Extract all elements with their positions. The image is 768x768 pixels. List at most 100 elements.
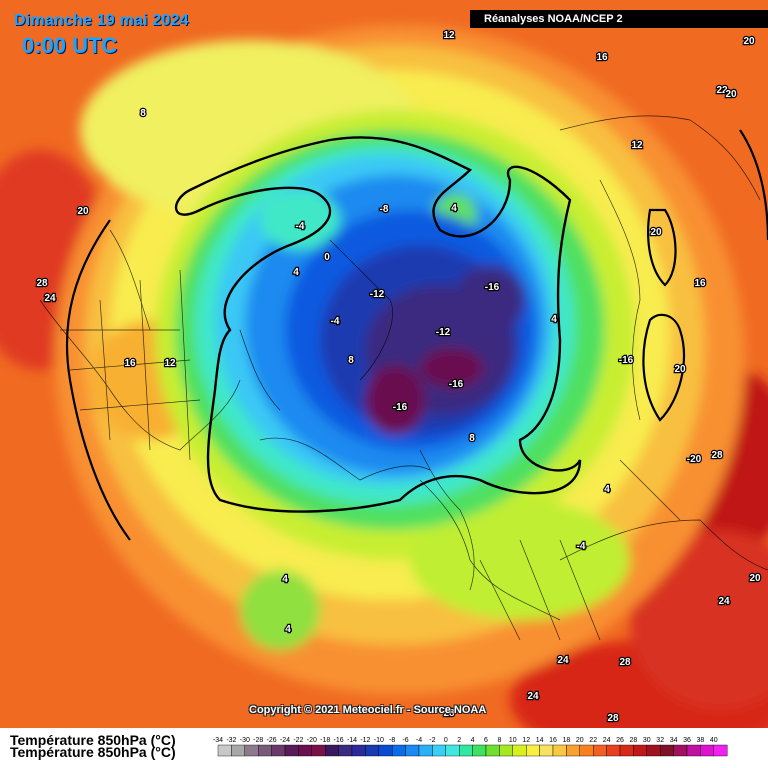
date-label: Dimanche 19 mai 2024	[14, 12, 189, 29]
isotherm-label: 4	[282, 574, 288, 585]
isotherm-label: 28	[619, 657, 631, 668]
isotherm-label: 24	[557, 655, 569, 666]
isotherm-label: 20	[77, 206, 89, 217]
copyright-text: Copyright © 2021 Meteociel.fr - Source N…	[249, 704, 487, 716]
legend-swatch	[606, 744, 621, 757]
legend-swatch	[499, 744, 513, 757]
legend-swatch	[217, 744, 232, 757]
isotherm-label: 20	[725, 89, 737, 100]
legend-tick-label: 32	[656, 737, 664, 744]
legend-tick-label: -30	[240, 737, 250, 744]
legend-tick-label: 0	[444, 737, 448, 744]
legend-swatch	[392, 744, 406, 757]
legend-tick-label: -10	[374, 737, 384, 744]
legend-swatch	[673, 744, 688, 757]
legend-swatch	[552, 744, 567, 757]
legend-tick-label: 26	[616, 737, 624, 744]
legend-swatch	[298, 744, 312, 757]
legend-title: Température 850hPa (°C)	[10, 732, 176, 748]
isotherm-label: 12	[631, 140, 643, 151]
isotherm-label: 22	[716, 85, 728, 96]
isotherm-label: 20	[650, 227, 662, 238]
legend-swatch	[311, 744, 326, 757]
legend-tick-label: 8	[497, 737, 501, 744]
legend-swatch	[686, 744, 701, 757]
isotherm-label: -16	[393, 402, 408, 413]
isotherm-label: 24	[527, 691, 539, 702]
legend-tick-label: 34	[670, 737, 678, 744]
legend-title-repeat: Température 850hPa (°C)	[10, 744, 176, 760]
legend-swatch	[378, 744, 393, 757]
legend-swatch	[258, 744, 272, 757]
isotherm-label: -20	[687, 454, 702, 465]
temperature-field	[0, 25, 768, 728]
isotherm-label: 4	[285, 624, 291, 635]
legend-tick-label: 18	[563, 737, 571, 744]
legend-tick-label: -4	[416, 737, 422, 744]
time-label: 0:00 UTC	[22, 33, 118, 58]
legend-swatch	[646, 744, 661, 757]
legend-tick-label: 38	[697, 737, 705, 744]
legend-tick-label: 24	[603, 737, 611, 744]
legend-swatch	[365, 744, 379, 757]
legend-swatch	[418, 744, 433, 757]
legend-swatch	[271, 744, 286, 757]
legend-swatch	[338, 744, 353, 757]
isotherm-label: -8	[380, 204, 389, 215]
legend-swatch	[485, 744, 500, 757]
legend-swatch	[512, 744, 527, 757]
legend-tick-label: -28	[253, 737, 263, 744]
isotherm-label: 8	[348, 355, 354, 366]
legend-swatch	[619, 744, 634, 757]
legend-swatch	[351, 744, 366, 757]
legend-tick-label: -20	[307, 737, 317, 744]
legend-swatch	[700, 744, 715, 757]
isotherm-label: 28	[36, 278, 48, 289]
isotherm-label: 4	[551, 314, 557, 325]
legend-swatch	[284, 744, 299, 757]
legend-tick-label: -12	[360, 737, 370, 744]
temperature-map: 12 20 16 22 20 8 12 -8 4 20 -4 20 0 4 28 16 -12 -16 24 -4 4-…	[0, 0, 768, 728]
legend-tick-label: 10	[509, 737, 517, 744]
isotherm-label: 16	[694, 278, 706, 289]
legend-swatch	[713, 744, 728, 757]
legend-scale: -34 -32 -30 -28 -26 -24 -22 -20 -18 -16 -14 -12 -10-…	[213, 737, 728, 757]
legend-tick-label: 20	[576, 737, 584, 744]
legend-tick-label: 6	[484, 737, 488, 744]
legend-tick-label: 14	[536, 737, 544, 744]
isotherm-label: -4	[577, 541, 586, 552]
legend-swatch	[526, 744, 540, 757]
legend-tick-label: -14	[347, 737, 357, 744]
legend-swatch	[231, 744, 245, 757]
legend-tick-label: 2	[457, 737, 461, 744]
isotherm-label: -4	[296, 221, 305, 232]
legend-swatch	[472, 744, 487, 757]
isotherm-label: 4	[604, 484, 610, 495]
isotherm-label: 4	[451, 203, 457, 214]
legend-tick-label: -22	[293, 737, 303, 744]
legend-tick-label: 28	[630, 737, 638, 744]
legend-swatch	[459, 744, 473, 757]
legend-swatch	[244, 744, 259, 757]
isotherm-label: 4	[293, 267, 299, 278]
legend-tick-label: 16	[549, 737, 557, 744]
isotherm-label: -4	[331, 316, 340, 327]
legend-tick-label: 30	[643, 737, 651, 744]
legend-tick-label: -24	[280, 737, 290, 744]
legend-swatch	[593, 744, 607, 757]
legend-swatch	[432, 744, 446, 757]
legend-swatch	[579, 744, 594, 757]
source-badge: Réanalyses NOAA/NCEP 2	[470, 10, 768, 28]
legend-swatch	[660, 744, 674, 757]
legend-tick-label: -18	[320, 737, 330, 744]
legend-tick-label: 4	[471, 737, 475, 744]
isotherm-label: -16	[449, 379, 464, 390]
isotherm-label: 8	[140, 108, 146, 119]
legend-tick-label: -16	[334, 737, 344, 744]
legend-swatch	[445, 744, 460, 757]
isotherm-label: -16	[619, 355, 634, 366]
isotherm-label: 28	[443, 708, 455, 719]
isotherm-label: -12	[370, 289, 385, 300]
legend-tick-label: 12	[522, 737, 530, 744]
